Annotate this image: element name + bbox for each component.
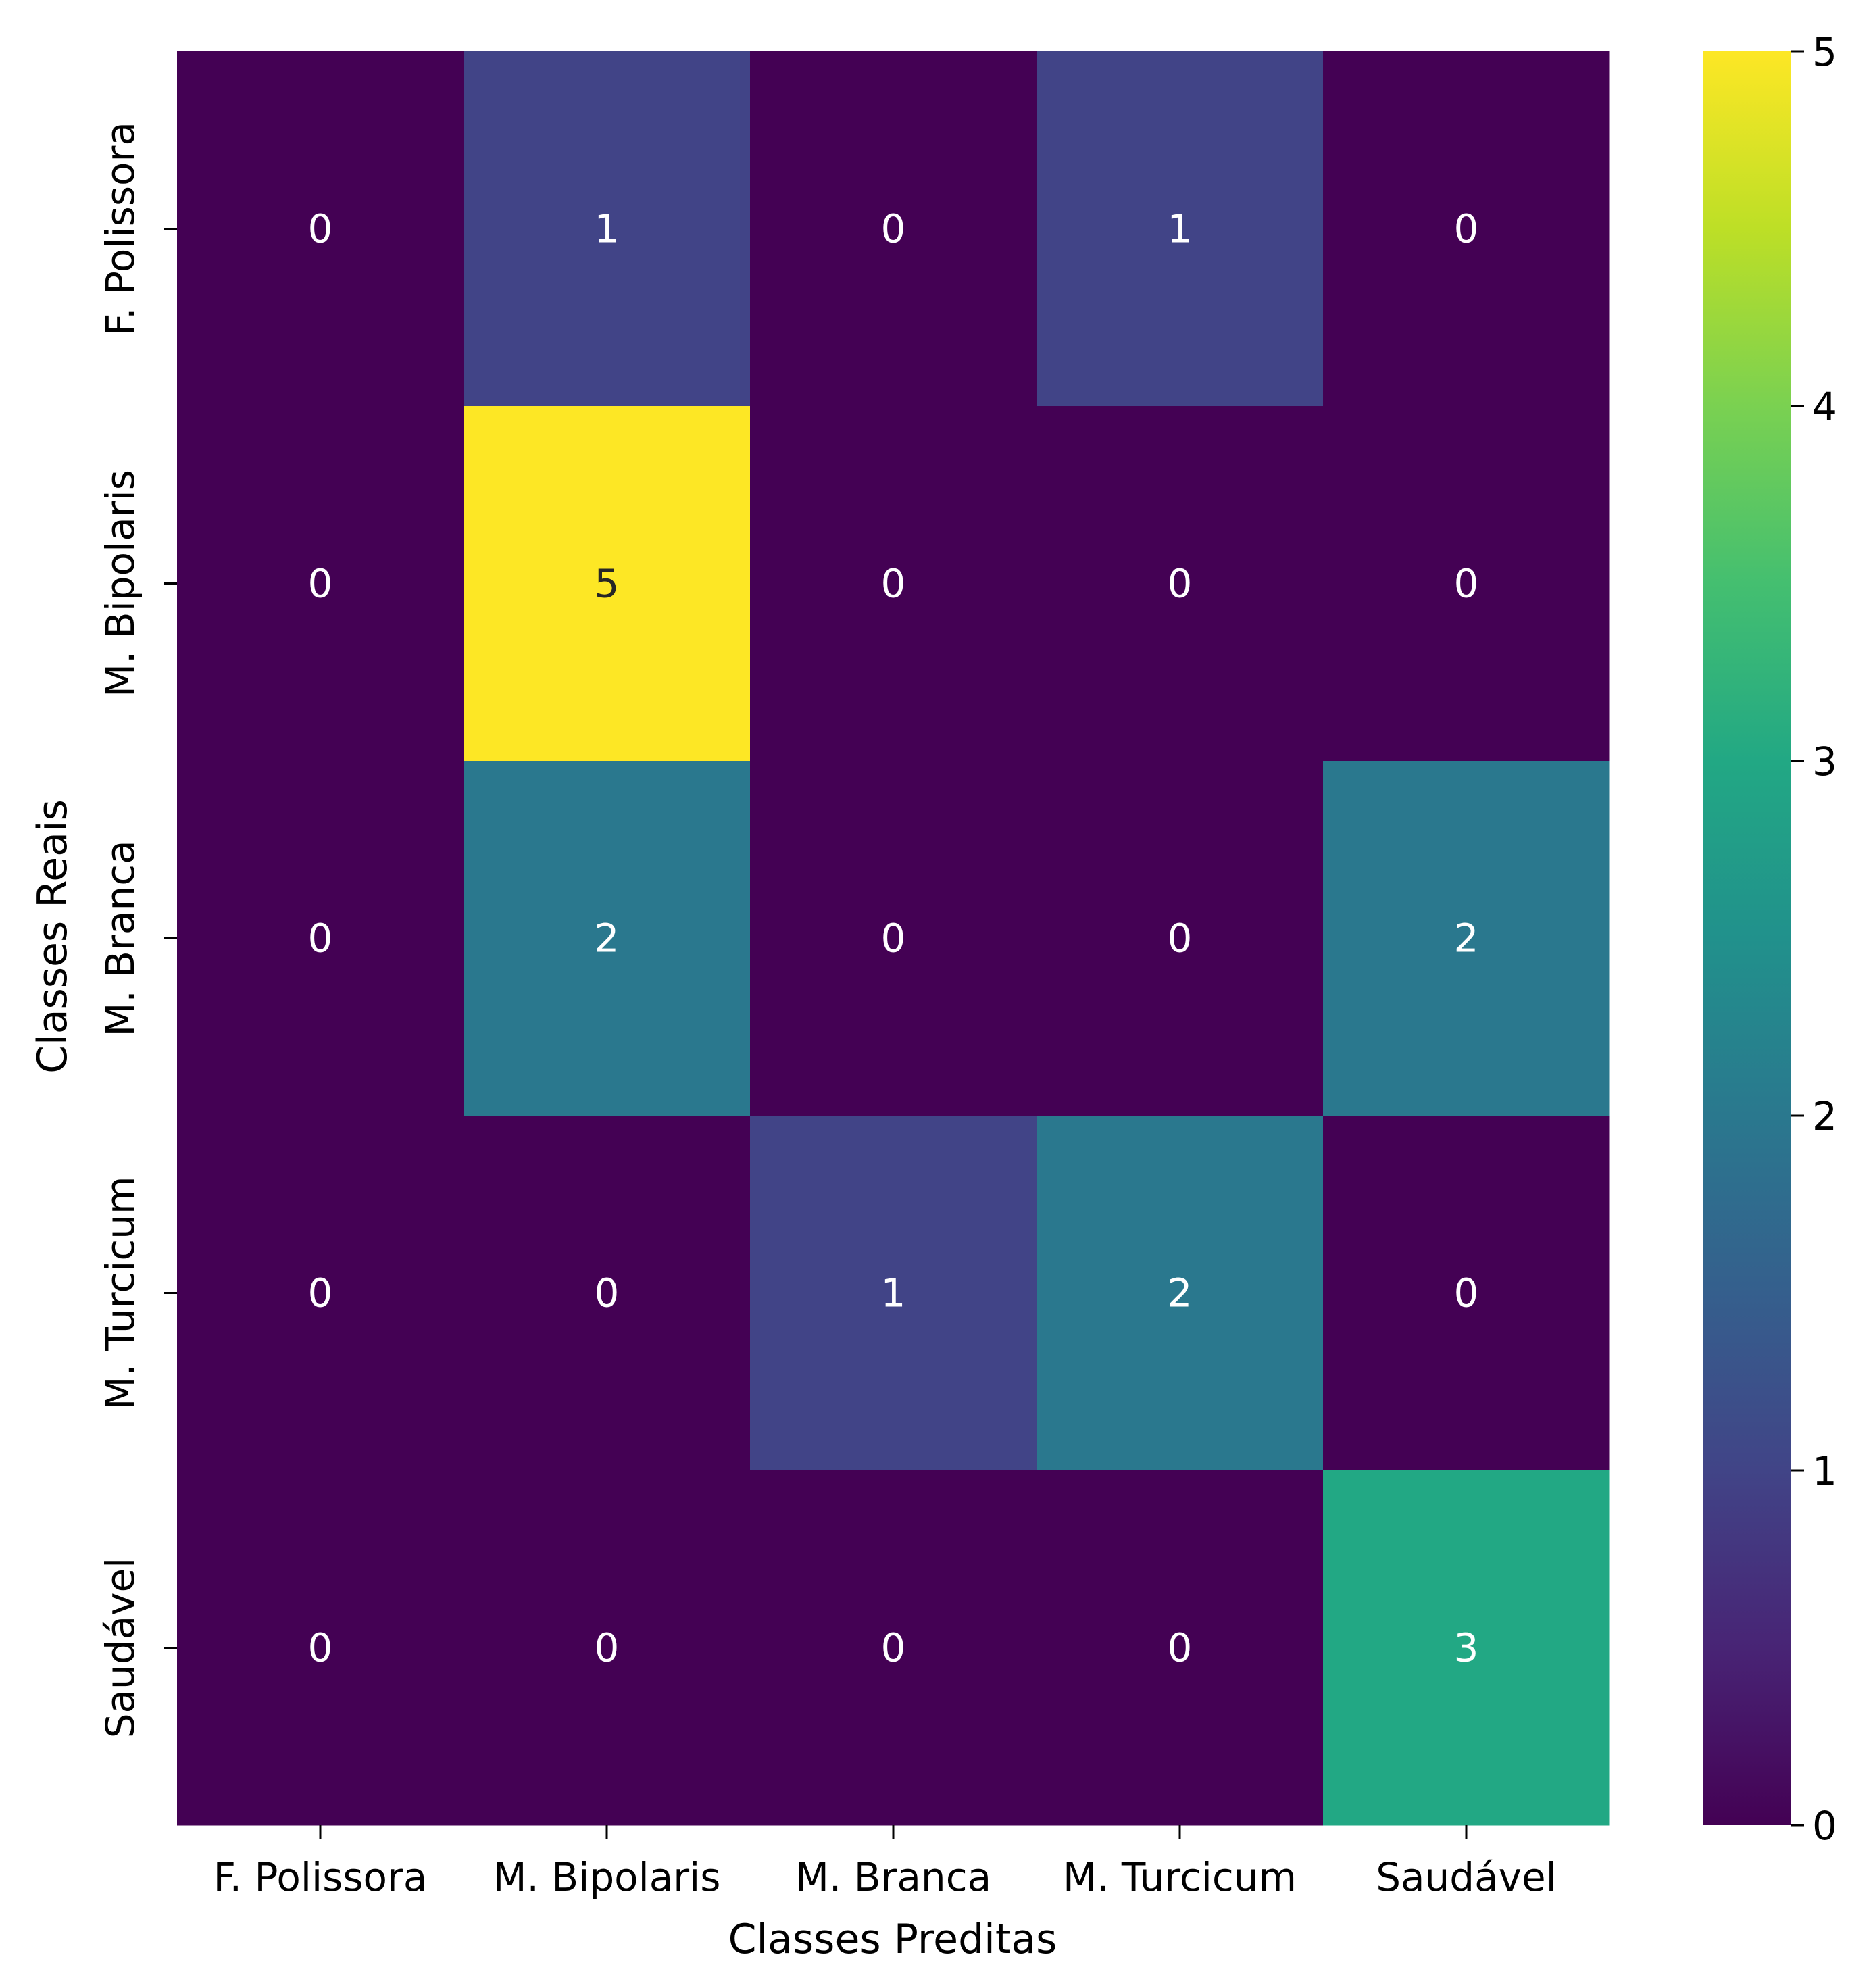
y-axis-label: Classes Reais	[29, 799, 76, 1074]
colorbar: 0 1 2 3 4 5	[1703, 29, 1837, 1849]
heatmap-cell	[1323, 51, 1610, 407]
cell-value-label: 0	[881, 916, 906, 962]
x-tick-label: M. Turcicum	[1063, 1854, 1297, 1900]
heatmap-cell	[177, 1470, 464, 1826]
cell-value-label: 3	[1454, 1625, 1479, 1671]
heatmap-cell	[1323, 406, 1610, 762]
heatmap-cell	[1037, 1116, 1324, 1471]
cell-value-label: 0	[1454, 561, 1479, 607]
heatmap-cell	[1323, 1116, 1610, 1471]
colorbar-tick-label: 1	[1812, 1448, 1837, 1494]
colorbar-tick-label: 2	[1812, 1093, 1837, 1139]
cell-value-label: 2	[1168, 1270, 1193, 1316]
x-tick-label: Saudável	[1376, 1854, 1557, 1900]
heatmap-cell	[464, 51, 751, 407]
y-axis: F. Polissora M. Bipolaris M. Branca M. Turc…	[97, 122, 177, 1738]
colorbar-gradient	[1703, 51, 1791, 1825]
cell-value-label: 0	[1454, 1270, 1479, 1316]
cell-value-label: 0	[881, 206, 906, 252]
heatmap-cell	[750, 761, 1037, 1116]
colorbar-tick-label: 0	[1812, 1803, 1837, 1849]
heatmap-cell	[464, 406, 751, 762]
cell-value-label: 0	[308, 1625, 333, 1671]
cell-annotations: 0 1 0 1 0 0 5 0 0 0 0 2 0 0 2 0 0 1 2 0 0 0 0 0 3	[308, 206, 1479, 1671]
cell-value-label: 5	[595, 561, 620, 607]
heatmap-cell	[750, 1470, 1037, 1826]
cell-value-label: 0	[308, 206, 333, 252]
cell-value-label: 0	[881, 1625, 906, 1671]
colorbar-tick-label: 3	[1812, 739, 1837, 785]
x-axis: F. Polissora M. Bipolaris M. Branca M. Turc…	[214, 1825, 1557, 1900]
cell-value-label: 0	[1454, 206, 1479, 252]
cell-value-label: 0	[881, 561, 906, 607]
x-tick-label: M. Branca	[795, 1854, 991, 1900]
heatmap-cell	[1037, 761, 1324, 1116]
cell-value-label: 0	[1168, 916, 1193, 962]
heatmap-cell	[750, 406, 1037, 762]
heatmap-cell	[464, 1470, 751, 1826]
x-tick-label: F. Polissora	[214, 1854, 428, 1900]
heatmap-cell	[464, 1116, 751, 1471]
heatmap-cell	[177, 761, 464, 1116]
cell-value-label: 0	[308, 561, 333, 607]
cell-value-label: 0	[308, 1270, 333, 1316]
y-tick-label: M. Turcicum	[97, 1176, 143, 1410]
cell-value-label: 1	[595, 206, 620, 252]
cell-value-label: 2	[595, 916, 620, 962]
y-tick-label: F. Polissora	[97, 122, 143, 336]
heatmap-cell	[177, 51, 464, 407]
heatmap-cell	[750, 51, 1037, 407]
cell-value-label: 0	[1168, 1625, 1193, 1671]
heatmap-cell	[1323, 1470, 1610, 1826]
heatmap-cell	[177, 406, 464, 762]
heatmap-cells	[177, 51, 1610, 1826]
cell-value-label: 1	[1168, 206, 1193, 252]
cell-value-label: 0	[1168, 561, 1193, 607]
heatmap-cell	[1037, 51, 1324, 407]
cell-value-label: 2	[1454, 916, 1479, 962]
colorbar-tick-label: 4	[1812, 384, 1837, 430]
heatmap-cell	[177, 1116, 464, 1471]
heatmap-cell	[1323, 761, 1610, 1116]
cell-value-label: 1	[881, 1270, 906, 1316]
cell-value-label: 0	[595, 1270, 620, 1316]
heatmap-cell	[1037, 406, 1324, 762]
y-tick-label: M. Branca	[97, 840, 143, 1036]
cell-value-label: 0	[308, 916, 333, 962]
cell-value-label: 0	[595, 1625, 620, 1671]
x-tick-label: M. Bipolaris	[493, 1854, 721, 1900]
y-tick-label: Saudável	[97, 1558, 143, 1739]
heatmap-cell	[1037, 1470, 1324, 1826]
heatmap-cell	[750, 1116, 1037, 1471]
colorbar-tick-label: 5	[1812, 29, 1837, 75]
y-tick-label: M. Bipolaris	[97, 470, 143, 697]
x-axis-label: Classes Preditas	[728, 1916, 1057, 1963]
heatmap-cell	[464, 761, 751, 1116]
